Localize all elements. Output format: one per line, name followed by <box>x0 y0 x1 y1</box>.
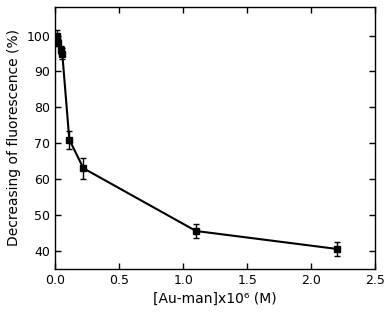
Y-axis label: Decreasing of fluorescence (%): Decreasing of fluorescence (%) <box>7 29 21 246</box>
X-axis label: [Au-man]x10⁶ (M): [Au-man]x10⁶ (M) <box>153 292 277 306</box>
